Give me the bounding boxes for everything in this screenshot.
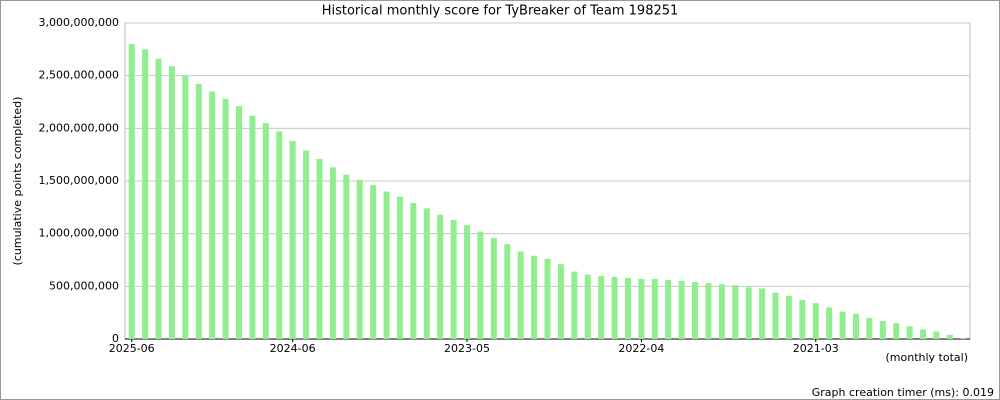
bar: [705, 283, 712, 339]
bar: [557, 264, 564, 339]
bar: [598, 275, 605, 339]
bar: [128, 44, 135, 340]
bar: [182, 75, 189, 340]
bar: [396, 196, 403, 339]
bar: [852, 313, 859, 339]
chart-title: Historical monthly score for TyBreaker o…: [322, 4, 679, 19]
bar: [906, 326, 913, 339]
bar: [584, 274, 591, 339]
bar: [316, 158, 323, 339]
x-tick-label: 2023-05: [444, 342, 490, 355]
bar: [477, 231, 484, 339]
bar: [142, 49, 149, 339]
bar: [933, 331, 940, 339]
bar: [826, 307, 833, 339]
x-tick-label: 2025-06: [109, 342, 155, 355]
bar: [960, 337, 967, 339]
bar: [571, 271, 578, 339]
bar: [624, 277, 631, 339]
bar: [383, 191, 390, 339]
bar: [450, 219, 457, 339]
bar: [276, 131, 283, 339]
bar: [745, 287, 752, 339]
bar: [785, 295, 792, 339]
bar: [732, 285, 739, 339]
bar: [839, 311, 846, 339]
bar: [490, 237, 497, 339]
bar: [772, 292, 779, 339]
bar: [638, 278, 645, 339]
bar: [678, 281, 685, 339]
bar: [517, 251, 524, 339]
bar: [920, 329, 927, 339]
bar: [692, 282, 699, 339]
bar: [195, 84, 202, 340]
y-tick-label: 500,000,000: [49, 279, 119, 292]
bar: [893, 323, 900, 339]
y-tick-label: 2,500,000,000: [39, 69, 119, 82]
bar: [531, 255, 538, 339]
bar: [504, 244, 511, 339]
y-axis-label: (cumulative points completed): [11, 97, 24, 266]
bar: [718, 284, 725, 339]
bar: [437, 214, 444, 339]
bar: [236, 106, 243, 339]
x-note: (monthly total): [886, 351, 969, 364]
y-tick-label: 1,500,000,000: [39, 174, 119, 187]
bar: [611, 276, 618, 339]
bar: [209, 91, 216, 339]
bar: [303, 150, 310, 339]
x-tick-label: 2022-04: [618, 342, 664, 355]
bar: [544, 258, 551, 339]
bar: [812, 303, 819, 339]
bar: [249, 115, 256, 340]
x-tick-label: 2024-06: [270, 342, 316, 355]
bar: [370, 185, 377, 339]
bar: [799, 300, 806, 339]
bar: [222, 98, 229, 339]
bar: [651, 278, 658, 339]
bar: [665, 280, 672, 339]
bar: [946, 334, 953, 339]
y-tick-label: 3,000,000,000: [39, 16, 119, 29]
bar: [759, 288, 766, 339]
bar: [356, 179, 363, 339]
bar: [866, 317, 873, 339]
bar: [464, 225, 471, 339]
bar: [879, 321, 886, 339]
y-tick-label: 0: [112, 332, 119, 345]
bar: [329, 167, 336, 339]
y-tick-label: 1,000,000,000: [39, 227, 119, 240]
bar: [262, 123, 269, 339]
bar: [410, 203, 417, 339]
bar: [155, 58, 162, 340]
x-tick-label: 2021-03: [793, 342, 839, 355]
bar: [168, 66, 175, 339]
footer: Graph creation timer (ms): 0.019: [812, 386, 994, 399]
bar: [423, 208, 430, 339]
y-tick-label: 2,000,000,000: [39, 121, 119, 134]
bar: [289, 140, 296, 339]
bar: [343, 174, 350, 339]
